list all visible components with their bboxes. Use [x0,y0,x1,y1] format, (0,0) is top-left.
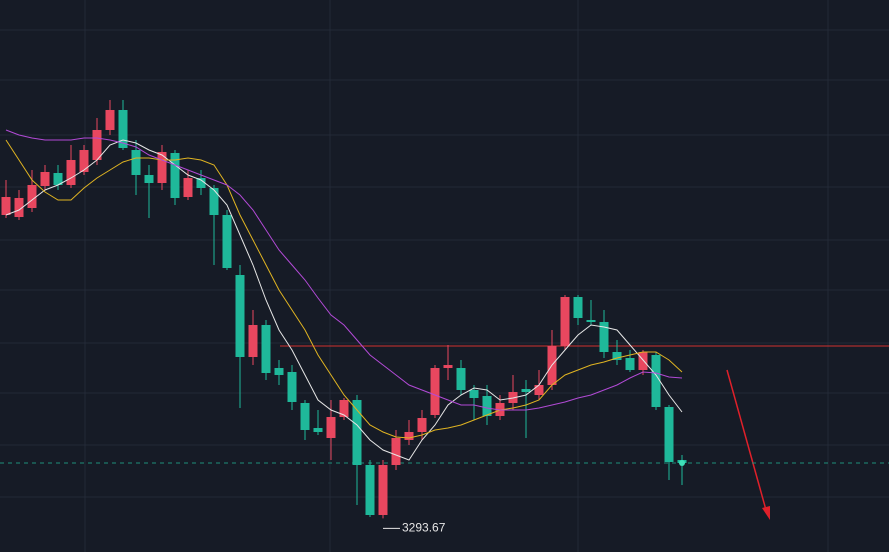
candle-body [482,396,492,416]
candle-body [105,110,115,130]
candle-body [235,275,245,357]
candle-body [586,320,596,322]
candle-body [612,352,622,360]
candle-body [599,322,609,352]
candle-body [287,372,297,402]
candle-body [248,325,258,357]
candle-body [1,197,11,215]
candle-body [352,400,362,465]
candle-body [469,390,479,398]
ma-line [5,129,683,411]
candle-body [92,130,102,160]
candle-body [261,325,271,373]
candle-body [378,465,388,515]
candle-body [118,110,128,148]
candle-body [300,403,310,430]
candle-body [157,152,167,183]
candle-body [14,198,24,217]
candle-body [417,418,427,432]
candle-body [365,465,375,515]
candle-body [79,150,89,172]
candle-body [196,178,206,188]
candle-body [53,173,63,185]
low-label: 3293.67 [402,520,446,534]
candle-body [222,215,232,268]
candle-body [521,389,531,392]
candle-body [170,153,180,198]
candle-body [144,175,154,183]
candle-body [274,368,284,375]
candle-body [443,365,453,368]
candle-body [40,172,50,186]
candle-body [66,160,76,185]
candle-body [131,150,141,175]
candle-body [664,407,674,462]
candle-body [573,297,583,318]
candle-body [430,368,440,415]
candle-body [391,438,401,465]
ma-line [5,139,683,439]
candle-body [339,400,349,417]
candle-body [326,417,336,438]
candle-body [404,432,414,440]
candle-body [534,385,544,395]
candle-body [313,428,323,432]
candle-body [638,352,648,370]
candle-body [456,368,466,390]
arrow [726,369,770,520]
candle-body [27,185,37,208]
candle-body [625,358,635,370]
last-price-dot [679,460,685,466]
candle-body [183,178,193,197]
candle-body [651,355,661,407]
candle-body [560,297,570,346]
candle-body [209,188,219,215]
